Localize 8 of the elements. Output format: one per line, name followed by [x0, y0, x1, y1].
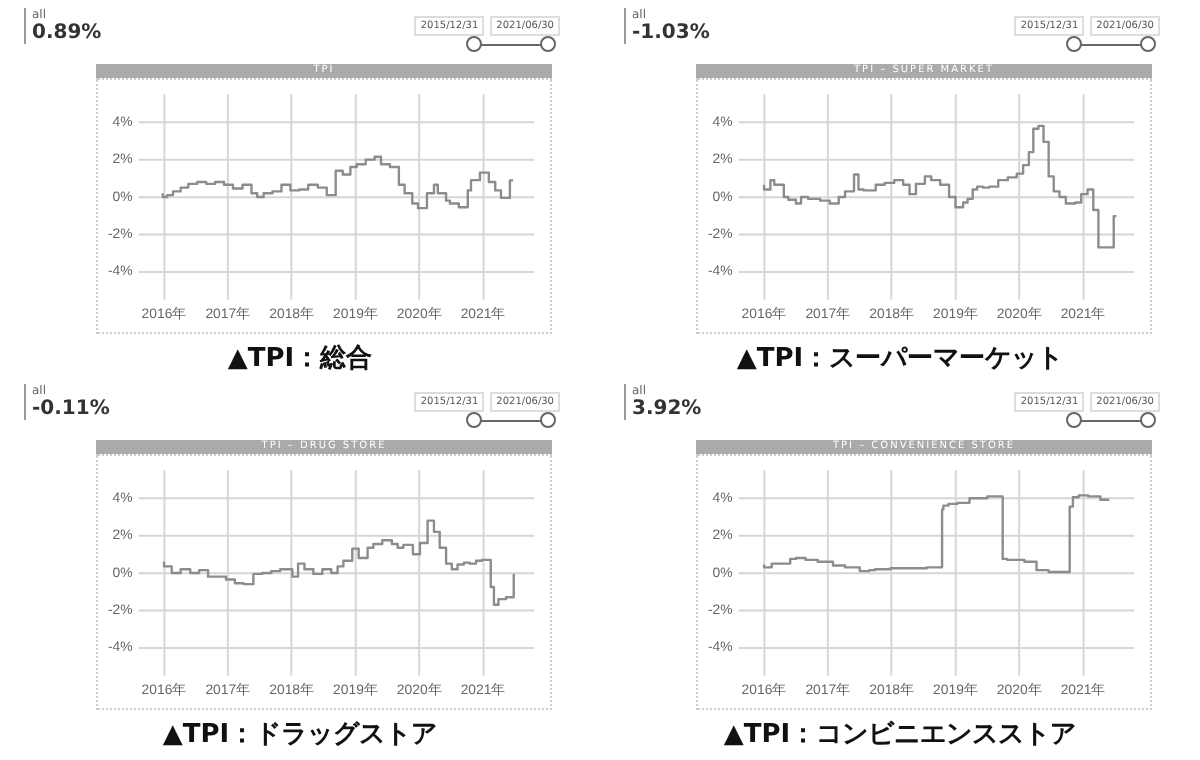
- text: ▲TPI：総合: [225, 342, 375, 376]
- text: ▲TPI：ドラッグストア: [160, 718, 440, 752]
- text: -0.11%: [32, 398, 110, 420]
- text: ▲TPI：コンビニエンスストア: [721, 718, 1079, 752]
- text: -1.03%: [632, 22, 710, 44]
- text: 0.89%: [32, 22, 102, 44]
- text: 3.92%: [632, 398, 702, 420]
- text: ▲TPI：スーパーマーケット: [734, 342, 1066, 376]
